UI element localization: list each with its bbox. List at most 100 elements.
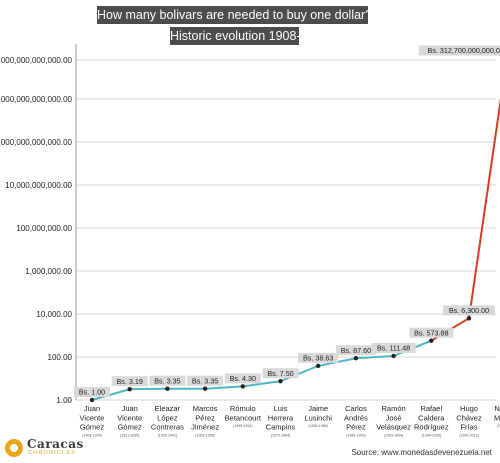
x-category-line: Campins: [266, 423, 296, 432]
x-category-line: Velásquez: [376, 423, 411, 432]
series-segment: [91, 388, 131, 401]
x-category-line: Maduro: [494, 413, 500, 422]
data-point: [353, 356, 359, 361]
x-category-line: Herrera: [268, 413, 294, 422]
series-segment: [354, 354, 395, 360]
data-label-bg: [111, 376, 148, 387]
x-category-line: Lusinchi: [304, 413, 332, 422]
chart-title: How many bolivars are needed to buy one …: [97, 6, 373, 24]
x-category-line: Caldera: [418, 413, 445, 422]
data-label-bg: [74, 387, 110, 397]
data-label: Bs. 573.88: [414, 328, 448, 337]
x-category-line: Jaime: [308, 404, 328, 413]
x-category-line: José: [386, 413, 402, 422]
x-category-years: (1959-1964): [233, 424, 253, 428]
x-category-years: (1984-1989): [308, 424, 328, 428]
data-label: Bs. 3.35: [154, 376, 180, 385]
data-point: [391, 353, 396, 359]
x-category-line: López: [157, 413, 178, 422]
x-category-line: Chávez: [456, 413, 482, 422]
series-segment: [279, 364, 320, 383]
x-category-line: Gómez: [118, 423, 142, 432]
data-label: Bs. 4.30: [230, 374, 256, 383]
y-tick-label: 1.00: [56, 396, 72, 405]
logo-sub: CHRONICLES: [28, 450, 77, 456]
data-label-bg: [149, 375, 186, 386]
data-label-bg: [409, 327, 454, 338]
series-segment: [204, 385, 244, 390]
y-tick-label: 100,000,000.00: [16, 224, 72, 233]
x-category-line: Juan: [84, 404, 100, 413]
x-category-line: Pérez: [195, 413, 215, 422]
y-tick-label: 300,000,000,000,000.00: [0, 56, 73, 65]
data-point: [202, 386, 208, 391]
x-category-line: Hugo: [460, 404, 478, 413]
chart-subtitle: Historic evolution 1908-2021: [170, 27, 329, 45]
data-label-bg: [187, 375, 224, 386]
y-tick-label: 100.00: [48, 353, 73, 362]
data-label-bg: [262, 368, 299, 379]
x-category-years: (1952-1958): [195, 433, 215, 437]
data-label: Bs. 111.48: [377, 344, 410, 353]
x-category-years: (1908-1929): [82, 433, 102, 437]
x-category-line: Luis: [274, 404, 288, 413]
x-category-line: Juan: [122, 404, 138, 413]
x-category-line: Ramón: [382, 404, 406, 413]
x-category-years: (1999-2013): [459, 433, 479, 437]
data-point: [316, 363, 321, 369]
x-category-line: Carlos: [345, 404, 367, 413]
data-point: [89, 397, 95, 403]
x-category-years: (1935-1941): [158, 433, 178, 437]
x-category-line: Pérez: [346, 423, 366, 432]
data-label: Bs. 1.00: [79, 388, 105, 397]
data-point: [466, 316, 472, 321]
y-tick-label: 10,000,000,000.00: [5, 181, 72, 190]
data-label-bg: [371, 342, 416, 353]
x-category-line: Eleazar: [155, 404, 181, 413]
series-segment: [241, 380, 282, 388]
caracas-chronicles-logo: Caracas CHRONICLES: [5, 437, 100, 459]
data-point: [127, 386, 132, 392]
data-point: [165, 386, 170, 391]
x-category-line: Gómez: [80, 423, 104, 432]
data-point: [240, 384, 245, 389]
data-label: Bs. 87.60: [341, 346, 371, 355]
data-label: Bs. 7.50: [267, 369, 293, 378]
data-label-bg: [335, 345, 376, 356]
data-label: Bs. 38.63: [303, 353, 333, 362]
x-category-line: Frías: [460, 423, 477, 432]
x-category-years: (1989-1993): [346, 433, 366, 437]
x-category-line: Marcos: [193, 404, 218, 413]
data-point: [429, 338, 434, 343]
x-category-line: Andrés: [344, 413, 368, 422]
y-tick-label: 1,000,000.00: [25, 267, 72, 276]
x-category-years: (2013-2021): [497, 424, 500, 428]
data-label-bg: [418, 45, 500, 56]
y-tick-label: 100,000,000,000,000.00: [0, 95, 73, 104]
x-category-years: (1993-1994): [384, 433, 404, 437]
x-category-line: Rodríguez: [414, 423, 449, 432]
y-tick-label: 1,000,000,000,000.00: [0, 138, 73, 147]
x-category-line: Rómulo: [230, 404, 256, 413]
x-category-line: Betancourt: [225, 413, 262, 422]
x-category-line: Rafael: [420, 404, 442, 413]
source-note: Source: www.monedasdevenezuela.net: [351, 448, 492, 457]
x-category-line: Contreras: [151, 423, 184, 432]
y-tick-label: 10,000.00: [36, 310, 72, 319]
data-label-bg: [224, 373, 261, 384]
x-category-line: Vicente: [117, 413, 142, 422]
data-label-bg: [443, 305, 495, 316]
x-category-years: (1979-1984): [271, 433, 291, 437]
data-label: Bs. 6,300.00: [449, 306, 489, 315]
x-category-label: NicolásMaduro (2013-2021): [494, 404, 500, 428]
